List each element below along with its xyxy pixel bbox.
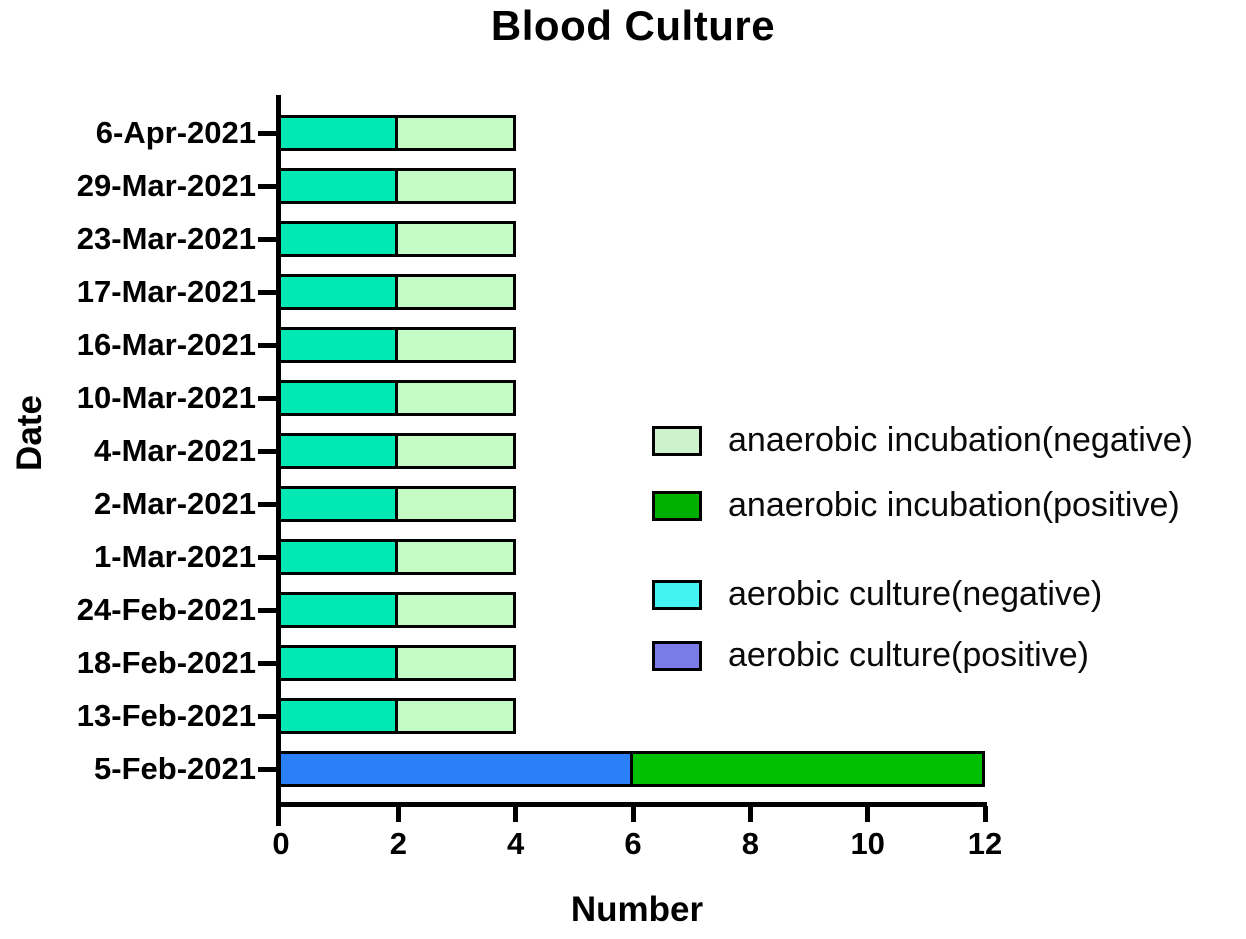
y-tick xyxy=(258,237,276,242)
x-tick-label: 6 xyxy=(624,826,642,861)
bar xyxy=(278,115,516,151)
legend-swatch xyxy=(652,490,702,521)
y-tick xyxy=(258,449,276,454)
category-label: 18-Feb-2021 xyxy=(76,645,256,680)
bar xyxy=(278,698,516,734)
legend-row: anaerobic incubation(negative) xyxy=(652,421,1193,460)
bar-segment xyxy=(395,224,513,254)
bar xyxy=(278,751,986,787)
legend-row: aerobic culture(positive) xyxy=(652,636,1193,675)
legend: anaerobic incubation(negative) anaerobic … xyxy=(652,421,1193,675)
x-tick-label: 8 xyxy=(741,826,759,861)
y-tick xyxy=(258,290,276,295)
x-tick xyxy=(865,806,871,822)
x-tick-label: 12 xyxy=(967,826,1003,861)
x-tick-label: 4 xyxy=(507,826,525,861)
y-tick xyxy=(258,714,276,719)
bar-segment xyxy=(395,383,513,413)
legend-label: anaerobic incubation(positive) xyxy=(728,486,1180,524)
category-label: 16-Mar-2021 xyxy=(76,327,256,362)
bar-segment xyxy=(281,171,396,201)
x-tick xyxy=(747,806,753,822)
bar-segment xyxy=(281,595,396,625)
legend-swatch xyxy=(652,425,702,456)
bar-segment xyxy=(281,542,396,572)
legend-label: aerobic culture(positive) xyxy=(728,636,1089,674)
y-tick xyxy=(258,131,276,136)
bar-segment xyxy=(281,330,396,360)
legend-label: aerobic culture(negative) xyxy=(728,575,1103,613)
x-axis-line xyxy=(276,802,987,807)
bar-segment xyxy=(281,701,396,731)
x-tick-label: 10 xyxy=(850,826,885,861)
bar-segment xyxy=(395,171,513,201)
bar xyxy=(278,380,516,416)
legend-row: anaerobic incubation(positive) xyxy=(652,486,1193,525)
bar-segment xyxy=(395,118,513,148)
x-axis-title: Number xyxy=(570,890,704,929)
bar xyxy=(278,433,516,469)
bar xyxy=(278,539,516,575)
bar xyxy=(278,168,516,204)
bar-segment xyxy=(281,118,396,148)
bar-segment xyxy=(395,701,513,731)
legend-row: aerobic culture(negative) xyxy=(652,575,1193,614)
y-tick xyxy=(258,343,276,348)
y-tick xyxy=(258,555,276,560)
bar-segment xyxy=(281,436,396,466)
bar xyxy=(278,221,516,257)
x-tick xyxy=(630,806,636,822)
bar-segment xyxy=(395,648,513,678)
category-label: 6-Apr-2021 xyxy=(95,115,256,150)
bar-segment xyxy=(630,754,983,784)
category-label: 23-Mar-2021 xyxy=(76,221,256,256)
category-label: 5-Feb-2021 xyxy=(94,751,256,786)
legend-label: anaerobic incubation(negative) xyxy=(728,421,1193,459)
bar-segment xyxy=(395,595,513,625)
bar-segment xyxy=(395,542,513,572)
y-tick xyxy=(258,502,276,507)
x-tick xyxy=(395,806,401,822)
bar xyxy=(278,592,516,628)
bar-segment xyxy=(281,754,631,784)
category-label: 4-Mar-2021 xyxy=(94,433,256,468)
bar-segment xyxy=(281,489,396,519)
bar xyxy=(278,645,516,681)
bar-segment xyxy=(281,277,396,307)
x-tick xyxy=(276,806,281,826)
y-tick xyxy=(258,184,276,189)
category-label: 2-Mar-2021 xyxy=(94,486,256,521)
category-label: 29-Mar-2021 xyxy=(76,168,256,203)
y-tick xyxy=(258,396,276,401)
category-label: 24-Feb-2021 xyxy=(76,592,256,627)
category-label: 1-Mar-2021 xyxy=(94,539,256,574)
bar xyxy=(278,486,516,522)
bar-segment xyxy=(281,383,396,413)
y-tick xyxy=(258,608,276,613)
category-label: 10-Mar-2021 xyxy=(76,380,256,415)
bar-segment xyxy=(395,330,513,360)
x-tick xyxy=(982,806,988,822)
bar-segment xyxy=(281,648,396,678)
bar xyxy=(278,327,516,363)
y-tick xyxy=(258,661,276,666)
x-tick-label: 0 xyxy=(272,826,290,861)
category-label: 13-Feb-2021 xyxy=(76,698,256,733)
x-tick-label: 2 xyxy=(389,826,407,861)
bar xyxy=(278,274,516,310)
y-tick xyxy=(258,767,276,772)
x-tick xyxy=(513,806,519,822)
legend-swatch xyxy=(652,640,702,671)
bar-segment xyxy=(395,489,513,519)
legend-swatch xyxy=(652,579,702,610)
bar-segment xyxy=(395,436,513,466)
category-label: 17-Mar-2021 xyxy=(76,274,256,309)
bar-segment xyxy=(281,224,396,254)
chart-title: Blood Culture xyxy=(490,2,776,49)
bar-segment xyxy=(395,277,513,307)
